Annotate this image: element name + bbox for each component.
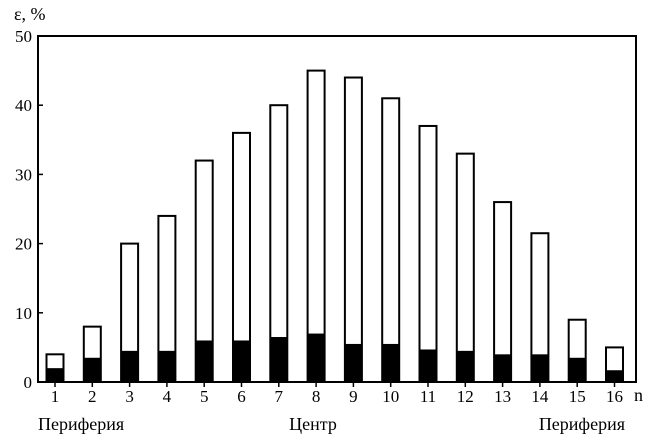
x-tick-label: 11: [420, 387, 436, 406]
bars-group: [45, 69, 624, 384]
bar-lower-segment: [46, 368, 64, 382]
x-axis-ticks: 1 2 3 4 5 6 7 8 9 10 11 12 13 14 15 16: [51, 382, 623, 406]
bar-lower-segment: [121, 350, 139, 382]
x-tick-label: 10: [382, 387, 399, 406]
bar-lower-segment: [456, 350, 474, 382]
x-tick-label: 13: [494, 387, 511, 406]
bar-lower-segment: [494, 354, 512, 382]
bar-lower-segment: [568, 357, 586, 382]
bar-outline: [381, 97, 401, 383]
region-label-left: Периферия: [38, 414, 124, 434]
bar-lower-segment: [344, 343, 362, 382]
x-tick-label: 6: [237, 387, 246, 406]
bar-lower-segment: [233, 340, 250, 382]
region-label-right: Периферия: [539, 414, 625, 434]
x-tick-label: 1: [51, 387, 60, 406]
x-tick-label: 5: [200, 387, 209, 406]
y-axis-ticks: 0 10 20 30 40 50: [15, 27, 43, 392]
x-tick-label: 14: [531, 387, 549, 406]
y-tick-label: 40: [15, 96, 32, 115]
region-label-center: Центр: [289, 414, 337, 434]
bar-lower-segment: [195, 340, 213, 382]
x-tick-label: 2: [88, 387, 97, 406]
bar-outline: [418, 124, 438, 384]
x-tick-label: 4: [163, 387, 172, 406]
x-axis-label: n: [634, 385, 643, 405]
y-axis-label: ε, %: [14, 4, 46, 24]
plot-frame: [37, 35, 637, 383]
y-tick-label: 10: [15, 304, 32, 323]
bar-lower-segment: [419, 349, 437, 382]
x-tick-label: 15: [569, 387, 586, 406]
bar-lower-segment: [606, 370, 623, 382]
bar-lower-segment: [382, 343, 400, 382]
y-tick-label: 30: [15, 165, 32, 184]
bar-lower-segment: [83, 357, 101, 382]
x-tick-label: 12: [457, 387, 474, 406]
x-tick-label: 9: [349, 387, 358, 406]
y-tick-label: 0: [24, 373, 33, 392]
x-tick-label: 8: [312, 387, 321, 406]
bar-outline: [455, 152, 475, 383]
y-tick-label: 20: [15, 235, 32, 254]
y-tick-label: 50: [15, 27, 32, 46]
x-tick-label: 3: [125, 387, 134, 406]
x-tick-label: 16: [606, 387, 623, 406]
bar-lower-segment: [158, 350, 176, 382]
bar-lower-segment: [270, 337, 288, 382]
bar-lower-segment: [531, 354, 549, 382]
bar-lower-segment: [307, 333, 325, 382]
bar-outline: [343, 76, 363, 384]
x-tick-label: 7: [275, 387, 284, 406]
